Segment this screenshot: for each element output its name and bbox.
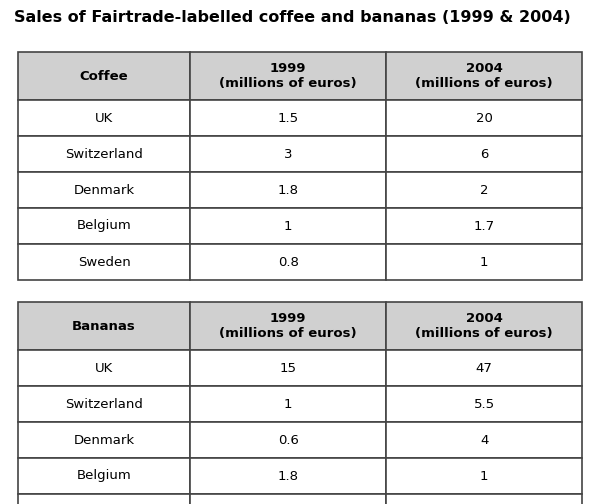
Text: Bananas: Bananas <box>72 320 136 333</box>
Text: Coffee: Coffee <box>80 70 128 83</box>
Text: 1.8: 1.8 <box>278 470 299 482</box>
Bar <box>190 386 386 422</box>
Text: 2: 2 <box>480 183 488 197</box>
Bar <box>386 136 582 172</box>
Bar <box>18 422 190 458</box>
Bar <box>386 350 582 386</box>
Bar <box>190 172 386 208</box>
Text: 1.8: 1.8 <box>278 183 299 197</box>
Text: Belgium: Belgium <box>77 470 131 482</box>
Bar <box>18 172 190 208</box>
Bar <box>18 302 190 350</box>
Bar <box>386 172 582 208</box>
Text: 0.8: 0.8 <box>278 256 299 269</box>
Bar <box>18 494 190 504</box>
Text: 1.7: 1.7 <box>473 220 495 232</box>
Bar <box>386 386 582 422</box>
Text: Denmark: Denmark <box>73 183 134 197</box>
Text: 6: 6 <box>480 148 488 160</box>
Bar <box>190 52 386 100</box>
Bar <box>190 100 386 136</box>
Text: Switzerland: Switzerland <box>65 148 143 160</box>
Text: 0.6: 0.6 <box>278 433 299 447</box>
Text: 1999
(millions of euros): 1999 (millions of euros) <box>220 62 357 90</box>
Text: Sales of Fairtrade-labelled coffee and bananas (1999 & 2004): Sales of Fairtrade-labelled coffee and b… <box>14 10 571 25</box>
Bar <box>18 136 190 172</box>
Text: 1: 1 <box>480 256 488 269</box>
Bar <box>386 244 582 280</box>
Text: 5.5: 5.5 <box>473 398 495 410</box>
Bar <box>190 494 386 504</box>
Bar <box>18 350 190 386</box>
Text: Denmark: Denmark <box>73 433 134 447</box>
Text: 20: 20 <box>476 111 493 124</box>
Text: 2004
(millions of euros): 2004 (millions of euros) <box>415 312 553 340</box>
Text: 2004
(millions of euros): 2004 (millions of euros) <box>415 62 553 90</box>
Bar <box>18 52 190 100</box>
Text: 1: 1 <box>480 470 488 482</box>
Bar <box>190 458 386 494</box>
Text: 1999
(millions of euros): 1999 (millions of euros) <box>220 312 357 340</box>
Bar <box>18 208 190 244</box>
Text: 1.5: 1.5 <box>278 111 299 124</box>
Bar <box>190 422 386 458</box>
Bar <box>18 244 190 280</box>
Bar <box>190 350 386 386</box>
Bar <box>386 422 582 458</box>
Bar <box>386 100 582 136</box>
Text: Switzerland: Switzerland <box>65 398 143 410</box>
Bar <box>190 244 386 280</box>
Text: 1: 1 <box>284 398 292 410</box>
Text: 4: 4 <box>480 433 488 447</box>
Bar <box>18 386 190 422</box>
Text: UK: UK <box>95 361 113 374</box>
Text: 47: 47 <box>476 361 493 374</box>
Bar <box>18 100 190 136</box>
Text: UK: UK <box>95 111 113 124</box>
Text: 1: 1 <box>284 220 292 232</box>
Text: Sweden: Sweden <box>77 256 130 269</box>
Bar <box>190 208 386 244</box>
Bar <box>190 136 386 172</box>
Text: Belgium: Belgium <box>77 220 131 232</box>
Bar <box>18 458 190 494</box>
Bar <box>386 494 582 504</box>
Text: 3: 3 <box>284 148 292 160</box>
Bar <box>386 52 582 100</box>
Bar <box>386 458 582 494</box>
Bar <box>386 208 582 244</box>
Bar <box>190 302 386 350</box>
Bar <box>386 302 582 350</box>
Text: 15: 15 <box>280 361 296 374</box>
